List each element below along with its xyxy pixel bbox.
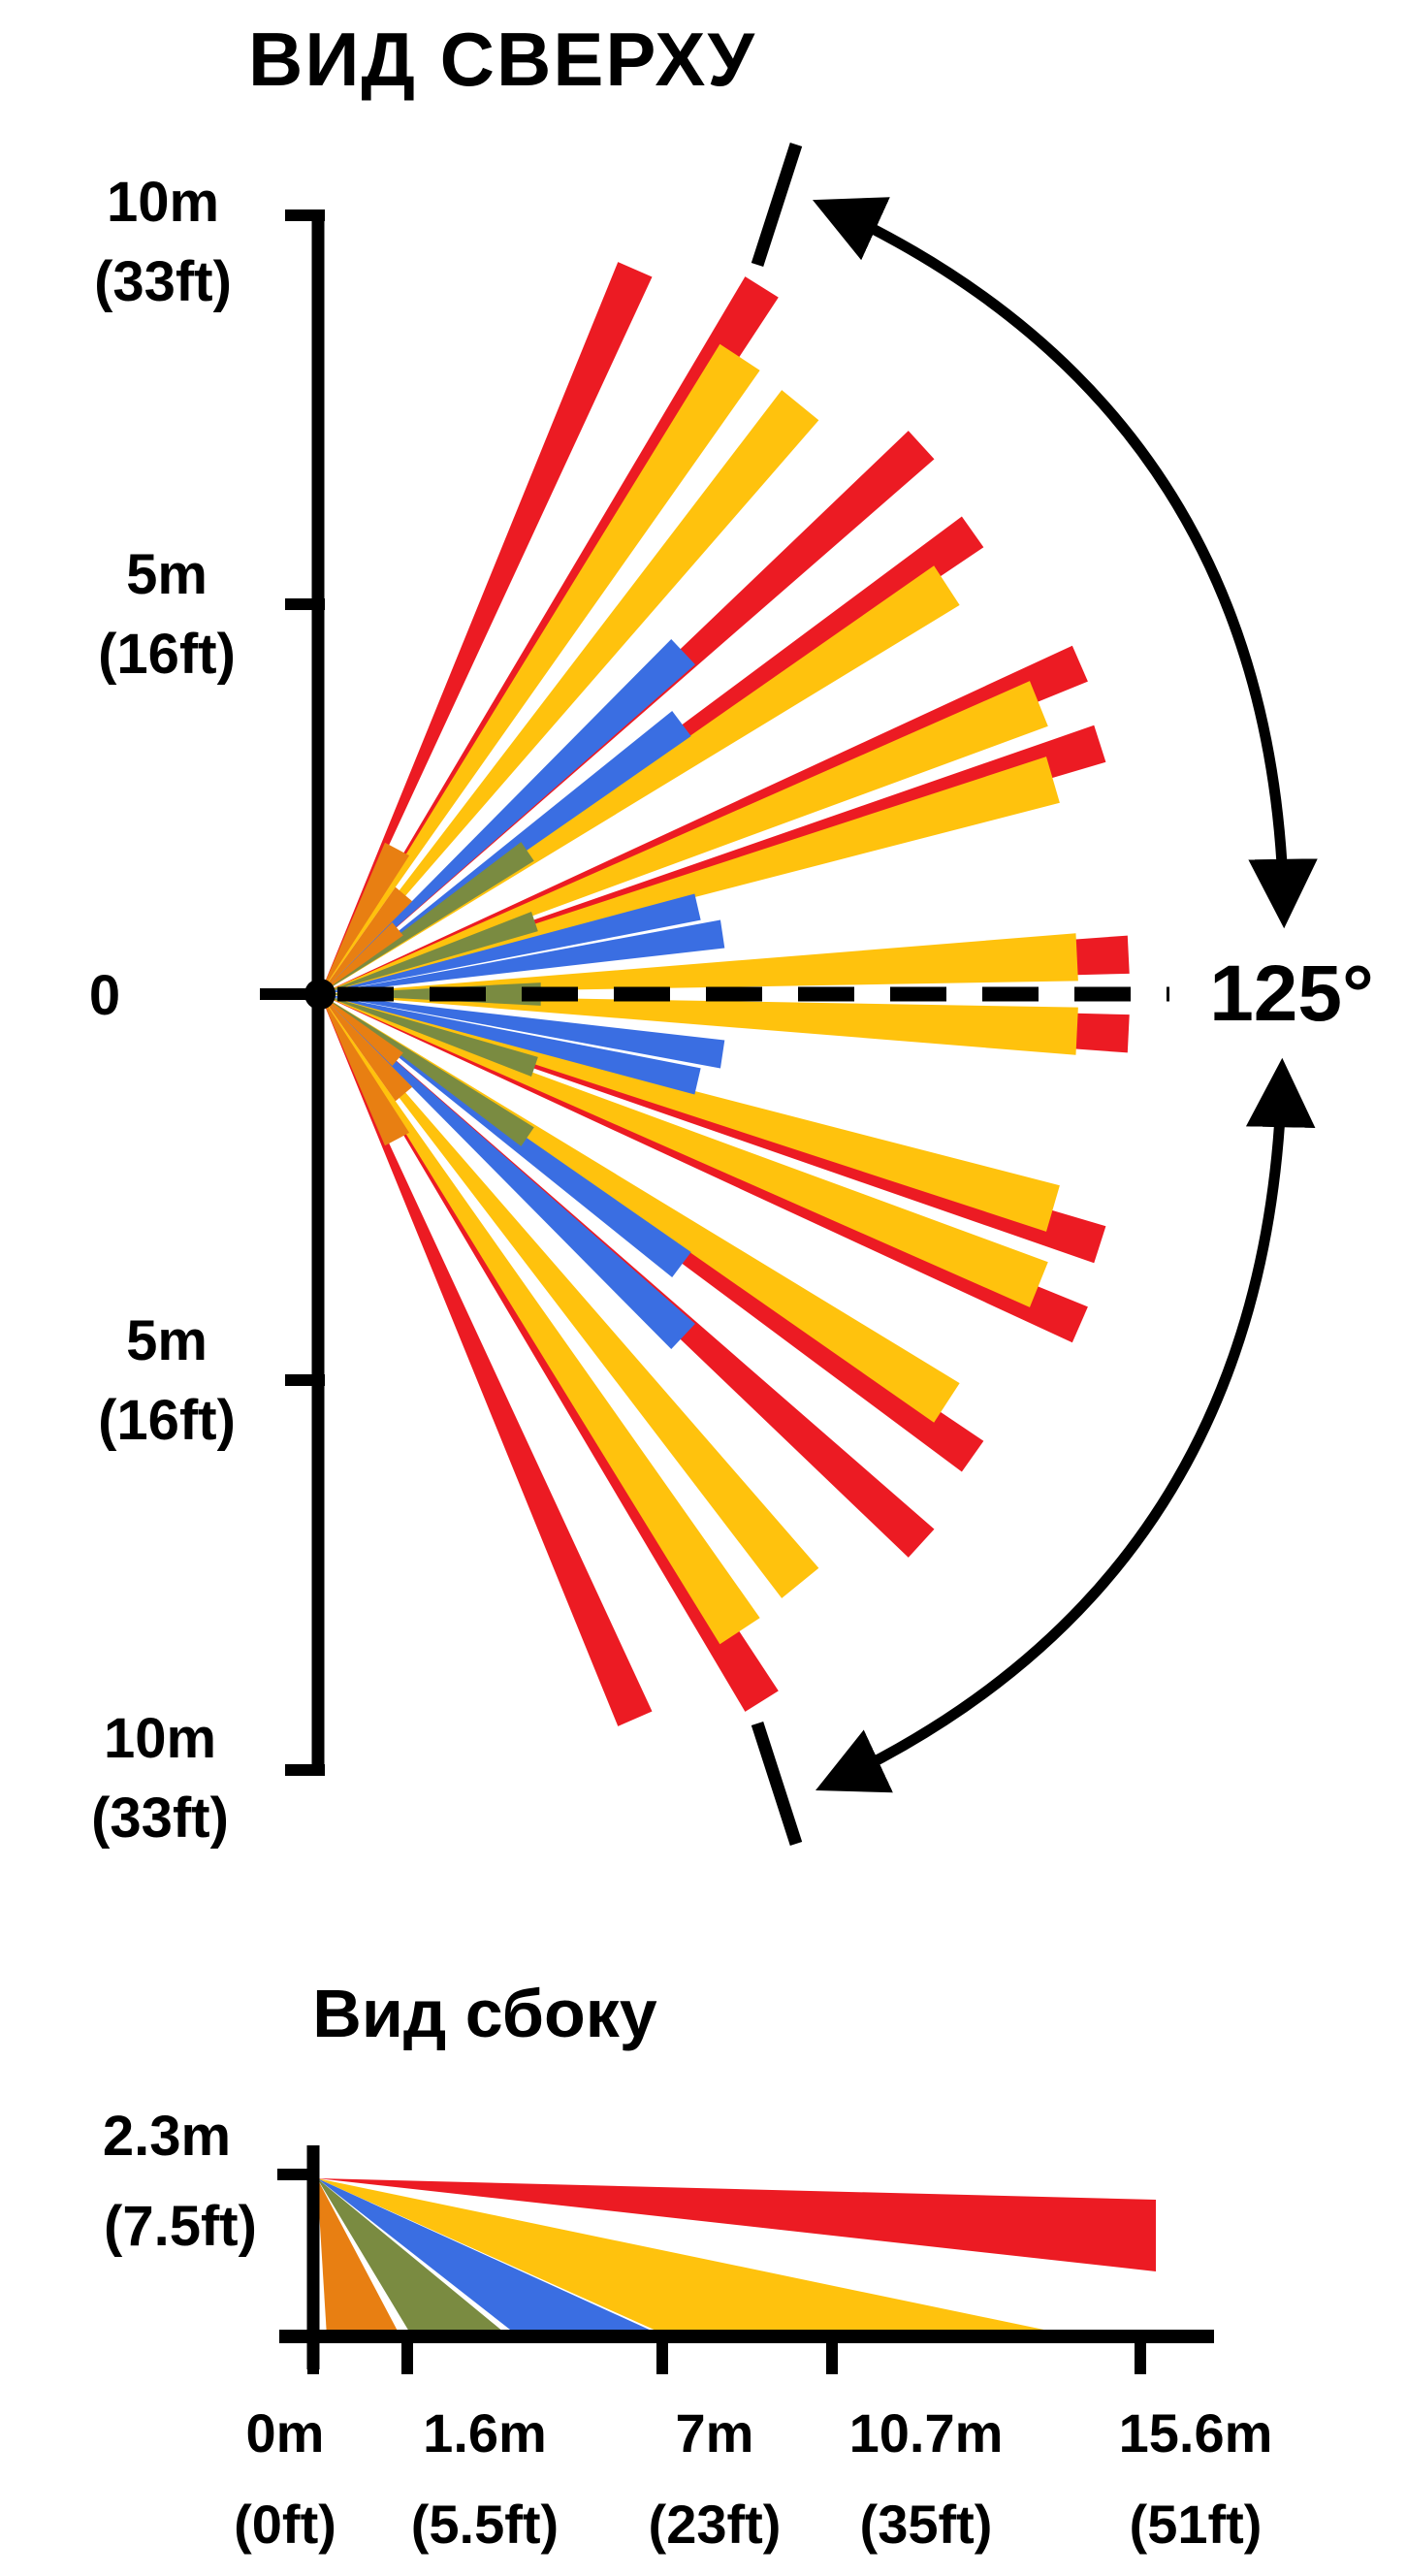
y-axis-label-ft: (33ft) (94, 250, 232, 313)
beam-wedge-yellow (320, 994, 1078, 1055)
beam-wedge-red (320, 262, 653, 994)
beam-wedge-blue (320, 919, 725, 994)
angle-arc-arrow (815, 1057, 1316, 1793)
angle-boundary-tick (751, 1722, 803, 1846)
side-view-axes (277, 2145, 1214, 2374)
x-axis-label-ft: (35ft) (860, 2494, 993, 2555)
y-axis-label-m: 10m (104, 1707, 216, 1770)
beam-wedge-orange (320, 994, 410, 1146)
x-axis-label-m: 10.7m (849, 2402, 1004, 2463)
beam-wedge-orange (320, 922, 403, 994)
beam-wedge-yellow (320, 390, 819, 994)
beam-wedge-orange (320, 994, 403, 1066)
side-beam-blue (317, 2178, 664, 2336)
side-height-label-ft: (7.5ft) (104, 2195, 257, 2258)
top-view-axis-labels: 10m (33ft) 5m (16ft) 0 5m (16ft) 10m (33ft) (89, 171, 236, 1850)
beam-wedge-blue (320, 638, 695, 994)
beam-wedge-blue (320, 994, 725, 1069)
y-axis-label-ft: (16ft) (98, 1389, 236, 1452)
side-beam-yellow (317, 2178, 1076, 2336)
beam-wedge-yellow (320, 343, 760, 994)
beam-wedge-blue (320, 994, 695, 1350)
side-height-label-m: 2.3m (103, 2105, 231, 2168)
beam-wedge-blue (320, 994, 701, 1095)
beam-wedge-orange (320, 842, 410, 994)
sensor-origin-dot (304, 979, 336, 1010)
top-view-title: ВИД СВЕРХУ (248, 16, 756, 102)
beam-wedge-red (320, 994, 653, 1726)
beam-wedge-green (320, 994, 538, 1078)
top-view-axis (260, 209, 1169, 1776)
y-axis-label-m: 0 (89, 964, 120, 1027)
angle-boundary-tick (751, 143, 803, 267)
x-axis-label-ft: (51ft) (1130, 2494, 1263, 2555)
y-axis-label-ft: (33ft) (91, 1787, 229, 1850)
side-beam-red (317, 2178, 1156, 2271)
x-axis-label-m: 0m (246, 2402, 325, 2463)
beam-wedge-orange (320, 886, 413, 994)
angle-sweep-arrows (751, 143, 1318, 1846)
side-view-beam-fan (317, 2178, 1156, 2336)
beam-wedge-blue (320, 711, 691, 994)
side-beam-orange (317, 2178, 400, 2336)
beam-wedge-yellow (320, 994, 819, 1598)
beam-wedge-green (320, 911, 538, 994)
y-axis-label-ft: (16ft) (98, 623, 236, 686)
x-axis-label-ft: (5.5ft) (411, 2494, 559, 2555)
y-axis-label-m: 5m (126, 543, 208, 606)
beam-wedge-yellow (320, 994, 760, 1645)
side-beam-green (317, 2178, 509, 2336)
beam-wedge-orange (320, 994, 413, 1102)
beam-wedge-yellow (320, 933, 1078, 994)
side-view-axis-labels: 0m (0ft) 1.6m (5.5ft) 7m (23ft) 10.7m (35ft) 15.… (234, 2402, 1272, 2555)
y-axis-label-m: 10m (107, 171, 219, 234)
angle-label: 125° (1209, 950, 1374, 1038)
x-axis-label-m: 7m (676, 2402, 754, 2463)
x-axis-label-ft: (0ft) (234, 2494, 336, 2555)
x-axis-label-m: 15.6m (1119, 2402, 1273, 2463)
y-axis-label-m: 5m (126, 1309, 208, 1372)
angle-arc-arrow (812, 197, 1318, 929)
beam-wedge-blue (320, 994, 691, 1277)
x-axis-label-m: 1.6m (423, 2402, 547, 2463)
beam-wedge-blue (320, 893, 701, 994)
side-view-title: Вид сбоку (312, 1976, 657, 2051)
x-axis-label-ft: (23ft) (649, 2494, 782, 2555)
